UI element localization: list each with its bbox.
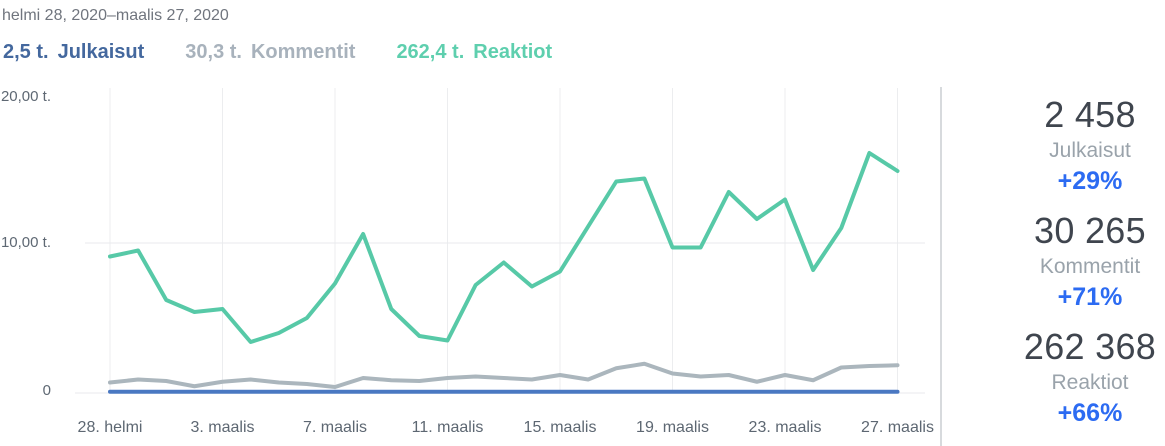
y-axis-label-10k: 10,00 t.	[0, 234, 51, 251]
legend-item-kommentit[interactable]: 30,3 t. Kommentit	[185, 40, 355, 64]
chart-legend: 2,5 t. Julkaisut 30,3 t. Kommentit 262,4 t…	[3, 40, 552, 64]
stat-block-reaktiot: 262 368 Reaktiot +66%	[1015, 326, 1165, 428]
legend-label-julkaisut: Julkaisut	[57, 41, 145, 63]
stat-value-julkaisut: 2 458	[1044, 94, 1136, 135]
legend-label-kommentit: Kommentit	[250, 41, 356, 63]
stat-change-kommentit: +71%	[1057, 283, 1123, 311]
x-tick-label: 23. maalis	[748, 419, 822, 436]
stat-label-reaktiot: Reaktiot	[1051, 371, 1129, 394]
stat-block-kommentit: 30 265 Kommentit +71%	[1015, 210, 1165, 312]
legend-value-reaktiot: 262,4 t.	[396, 41, 465, 63]
stat-label-kommentit: Kommentit	[1039, 255, 1141, 278]
x-tick-label: 27. maalis	[861, 419, 934, 436]
date-range-label: helmi 28, 2020–maalis 27, 2020	[2, 7, 229, 24]
stat-block-julkaisut: 2 458 Julkaisut +29%	[1015, 94, 1165, 196]
x-tick-label: 19. maalis	[636, 419, 709, 436]
stat-change-julkaisut: +29%	[1057, 167, 1123, 195]
legend-item-julkaisut[interactable]: 2,5 t. Julkaisut	[3, 40, 144, 64]
x-tick-label: 11. maalis	[411, 419, 484, 436]
y-axis-label-20k: 20,00 t.	[0, 88, 51, 105]
y-axis-label-zero: 0	[42, 382, 51, 399]
stat-value-kommentit: 30 265	[1034, 210, 1146, 251]
x-tick-label: 7. maalis	[302, 419, 368, 436]
stats-summary: 2 458 Julkaisut +29% 30 265 Kommentit +7…	[1015, 95, 1165, 443]
stat-change-reaktiot: +66%	[1057, 399, 1123, 427]
legend-item-reaktiot[interactable]: 262,4 t. Reaktiot	[396, 40, 552, 64]
legend-value-kommentit: 30,3 t.	[185, 41, 242, 63]
x-tick-label: 15. maalis	[523, 419, 597, 436]
panel-divider	[940, 87, 942, 446]
x-tick-label: 3. maalis	[190, 419, 255, 436]
legend-value-julkaisut: 2,5 t.	[3, 41, 49, 63]
stat-value-reaktiot: 262 368	[1023, 326, 1157, 367]
line-chart-plot[interactable]	[0, 85, 941, 400]
x-tick-label: 28. helmi	[77, 419, 143, 436]
stat-label-julkaisut: Julkaisut	[1049, 139, 1131, 162]
legend-label-reaktiot: Reaktiot	[473, 41, 553, 63]
